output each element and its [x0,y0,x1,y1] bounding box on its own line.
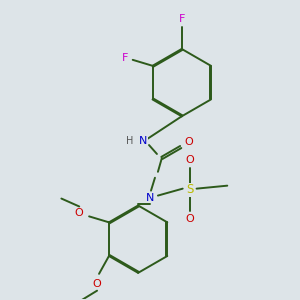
Text: O: O [184,137,193,147]
Text: O: O [93,279,101,289]
Text: H: H [125,136,133,146]
Text: S: S [186,183,193,196]
Text: F: F [122,53,128,63]
Text: O: O [185,214,194,224]
Text: N: N [139,136,147,146]
Text: O: O [185,155,194,165]
Text: F: F [178,14,185,24]
Text: O: O [75,208,84,218]
Text: N: N [146,193,154,202]
